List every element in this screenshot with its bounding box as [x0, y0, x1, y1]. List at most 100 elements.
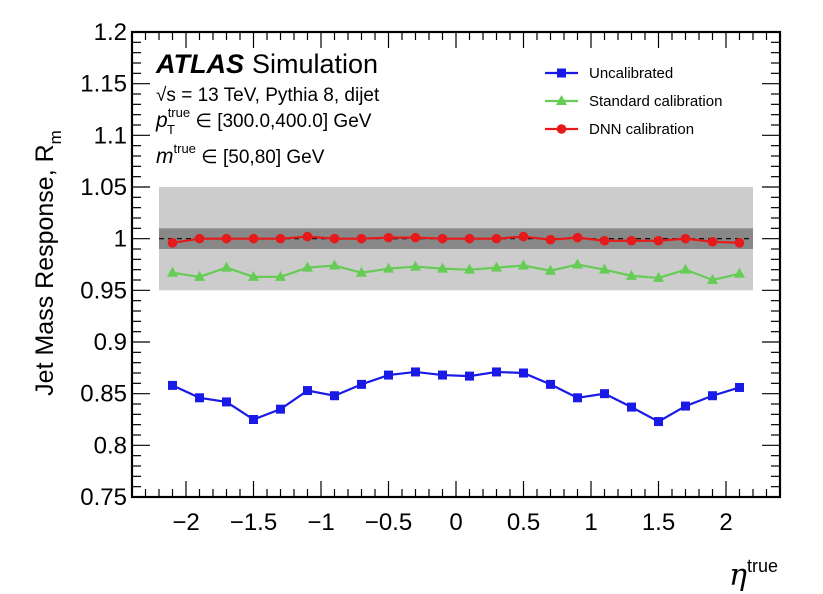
y-axis-label-sub: m — [46, 130, 65, 144]
data-point-dnn-calibration — [599, 235, 610, 246]
data-point-dnn-calibration — [491, 233, 502, 244]
data-point-uncalibrated — [735, 382, 744, 392]
x-tick-label: 1.5 — [642, 509, 675, 536]
x-axis-label-sup: true — [747, 556, 778, 576]
data-point-dnn-calibration — [572, 232, 583, 243]
data-point-standard-calibration — [680, 263, 691, 274]
data-point-standard-calibration — [248, 270, 259, 281]
data-point-dnn-calibration — [518, 231, 529, 242]
series-line-uncalibrated — [172, 370, 740, 423]
x-tick-label: −1.5 — [230, 509, 277, 536]
data-point-uncalibrated — [654, 417, 663, 427]
data-point-dnn-calibration — [707, 236, 718, 247]
y-tick-label: 1.05 — [80, 174, 127, 201]
x-tick-label: 1 — [584, 509, 597, 536]
data-point-dnn-calibration — [437, 233, 448, 244]
pt-annotation: ptrue ∈ [300.0,400.0] GeV — [155, 105, 372, 132]
data-point-uncalibrated — [546, 379, 555, 389]
data-point-dnn-calibration — [356, 233, 367, 244]
data-point-dnn-calibration — [194, 233, 205, 244]
series-line-dnn-calibration — [172, 235, 740, 244]
sqrt-s: √s — [156, 85, 176, 106]
pt-range: ∈ [300.0,400.0] GeV — [190, 111, 372, 132]
x-tick-label: −2 — [172, 509, 199, 536]
data-point-standard-calibration — [464, 263, 475, 274]
x-tick-label: −1 — [307, 509, 334, 536]
x-tick-label: 0 — [449, 509, 462, 536]
data-point-standard-calibration — [167, 266, 178, 277]
legend-label-standard-calibration: Standard calibration — [589, 93, 722, 110]
data-point-standard-calibration — [194, 270, 205, 281]
data-point-standard-calibration — [329, 259, 340, 270]
pt-symbol: p — [155, 109, 168, 132]
y-tick-label: 1.2 — [94, 19, 127, 46]
data-point-uncalibrated — [438, 370, 447, 380]
pt-sub: T — [167, 122, 175, 137]
data-point-dnn-calibration — [329, 233, 340, 244]
m-range: ∈ [50,80] GeV — [196, 147, 325, 168]
data-point-standard-calibration — [707, 274, 718, 284]
data-point-uncalibrated — [222, 397, 231, 407]
series-standard-calibration — [167, 258, 745, 284]
data-point-dnn-calibration — [464, 233, 475, 244]
y-tick-label: 0.85 — [80, 381, 127, 408]
data-point-uncalibrated — [708, 391, 717, 401]
tick-labels: −2 −1.5 −1 −0.5 0 0.5 1 1.5 2 0.75 0.8 0.85 0.9 0.95 1… — [80, 19, 732, 536]
legend-label-uncalibrated: Uncalibrated — [589, 65, 673, 82]
data-point-standard-calibration — [491, 261, 502, 272]
data-point-standard-calibration — [599, 263, 610, 274]
data-point-uncalibrated — [384, 370, 393, 380]
data-point-uncalibrated — [276, 404, 285, 414]
y-tick-label: 0.75 — [80, 484, 127, 511]
data-point-dnn-calibration — [221, 233, 232, 244]
y-tick-label: 0.8 — [94, 432, 127, 459]
y-axis-label-text: Jet Mass Response, R — [31, 144, 59, 396]
data-point-uncalibrated — [519, 368, 528, 378]
data-point-dnn-calibration — [626, 235, 637, 246]
data-point-standard-calibration — [572, 258, 583, 269]
legend-label-dnn-calibration: DNN calibration — [589, 121, 694, 138]
m-sup: true — [174, 141, 196, 156]
atlas-text: ATLAS — [155, 49, 244, 79]
data-point-uncalibrated — [357, 379, 366, 389]
y-tick-label: 0.95 — [80, 277, 127, 304]
simulation-text: Simulation — [252, 49, 378, 79]
data-point-dnn-calibration — [545, 234, 556, 245]
data-point-standard-calibration — [545, 264, 556, 275]
y-tick-label: 1.15 — [80, 71, 127, 98]
y-tick-label: 0.9 — [94, 329, 127, 356]
data-point-standard-calibration — [626, 269, 637, 280]
data-series — [167, 231, 745, 427]
data-point-dnn-calibration — [653, 235, 664, 246]
data-point-standard-calibration — [275, 270, 286, 281]
data-point-dnn-calibration — [734, 238, 745, 248]
data-point-dnn-calibration — [410, 232, 421, 243]
data-point-uncalibrated — [195, 393, 204, 403]
y-tick-label: 1.1 — [94, 122, 127, 149]
data-point-dnn-calibration — [248, 233, 259, 244]
data-point-standard-calibration — [518, 259, 529, 270]
data-point-dnn-calibration — [302, 231, 313, 242]
data-point-uncalibrated — [465, 371, 474, 381]
data-point-uncalibrated — [249, 415, 258, 424]
data-point-standard-calibration — [734, 267, 745, 278]
legend-marker-uncalibrated — [557, 68, 566, 78]
data-point-uncalibrated — [600, 389, 609, 399]
mass-annotation: mtrue ∈ [50,80] GeV — [156, 141, 325, 168]
legend: Uncalibrated Standard calibration DNN cali… — [545, 65, 722, 138]
data-point-standard-calibration — [221, 261, 232, 272]
data-point-standard-calibration — [302, 261, 313, 272]
legend-marker-dnn-calibration — [556, 124, 567, 134]
y-axis-label: Jet Mass Response, Rm — [31, 130, 65, 396]
legend-marker-standard-calibration — [556, 95, 567, 105]
x-axis-label-text: η — [729, 558, 747, 593]
data-point-dnn-calibration — [680, 233, 691, 244]
data-point-standard-calibration — [383, 262, 394, 273]
data-point-uncalibrated — [492, 367, 501, 377]
energy-annotation: √s = 13 TeV, Pythia 8, dijet — [156, 85, 380, 106]
series-uncalibrated — [168, 367, 744, 427]
y-tick-label: 1 — [114, 226, 127, 253]
data-point-uncalibrated — [330, 391, 339, 401]
x-tick-label: 2 — [719, 509, 732, 536]
